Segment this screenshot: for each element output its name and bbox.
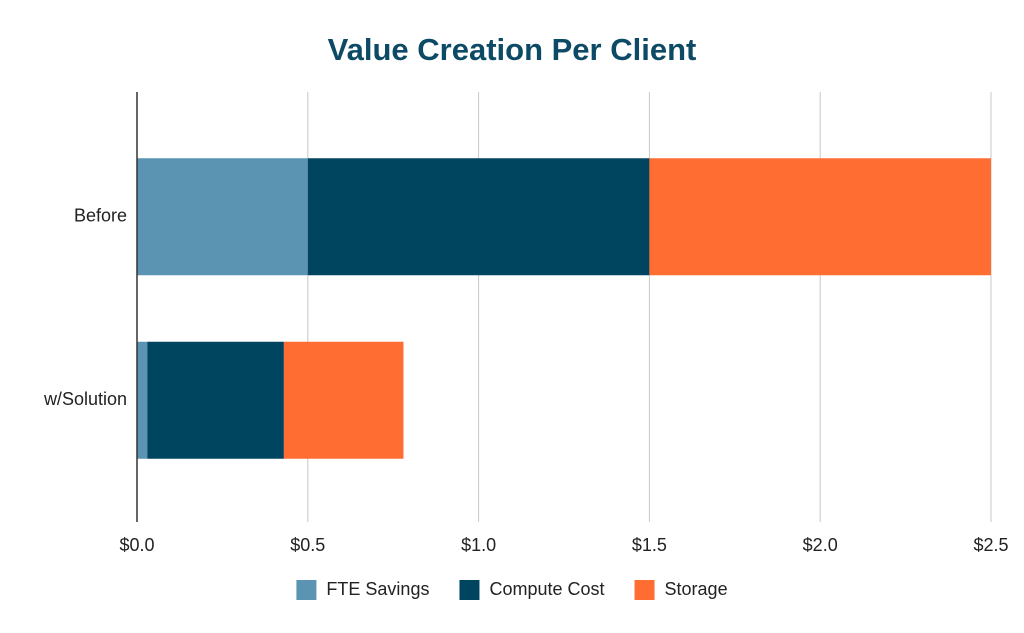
chart-title: Value Creation Per Client	[328, 32, 697, 67]
x-tick-label: $1.5	[632, 535, 667, 555]
x-tick-label: $0.5	[290, 535, 325, 555]
y-tick-label: Before	[74, 206, 127, 226]
bar-segment	[137, 158, 308, 276]
x-tick-label: $0.0	[119, 535, 154, 555]
bar-segment	[307, 158, 650, 276]
bar-segment	[137, 341, 148, 459]
bar-segment	[649, 158, 991, 276]
legend-label: FTE Savings	[326, 579, 429, 599]
legend-label: Storage	[665, 579, 728, 599]
x-tick-label: $1.0	[461, 535, 496, 555]
legend-label: Compute Cost	[489, 579, 604, 599]
x-tick-label: $2.5	[973, 535, 1008, 555]
bar-segment	[283, 341, 404, 459]
legend-swatch	[296, 580, 317, 600]
legend-swatch	[459, 580, 480, 600]
x-tick-label: $2.0	[803, 535, 838, 555]
bar-segment	[147, 341, 284, 459]
legend-swatch	[634, 580, 655, 600]
y-tick-label: w/Solution	[43, 389, 127, 409]
